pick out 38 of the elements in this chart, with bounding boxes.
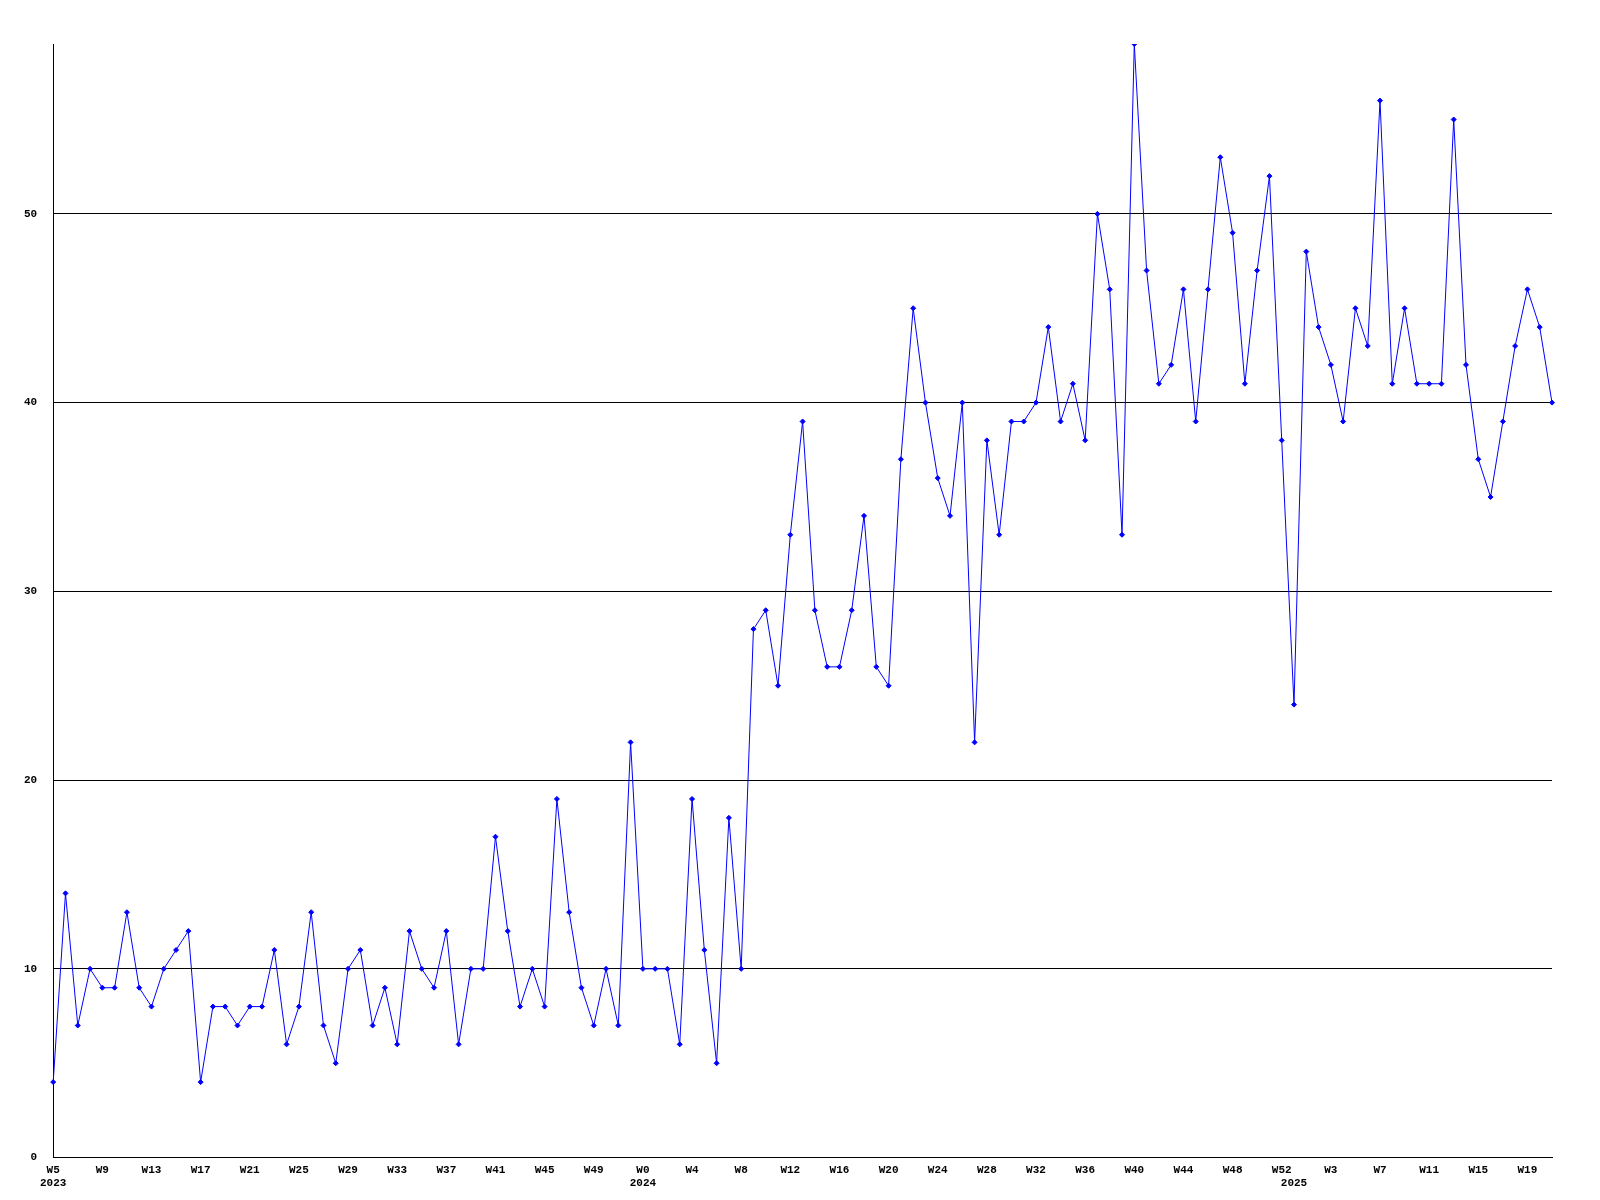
- x-tick-label: W44: [1173, 1163, 1194, 1176]
- x-tick-label: W37: [436, 1163, 457, 1176]
- x-tick-label: W15: [1468, 1163, 1489, 1176]
- x-tick-label: W3: [1324, 1163, 1338, 1176]
- x-tick-label: W19: [1517, 1163, 1538, 1176]
- y-tick-label: 30: [24, 585, 38, 598]
- x-tick-label: W5 2023: [40, 1163, 67, 1190]
- x-tick-label: W29: [338, 1163, 358, 1176]
- x-tick-label: W48: [1222, 1163, 1243, 1176]
- x-tick-label: W32: [1026, 1163, 1046, 1176]
- x-tick-label: 2025: [1280, 1177, 1308, 1190]
- y-tick-label: 40: [24, 396, 38, 409]
- x-tick-label: W12: [780, 1163, 801, 1176]
- x-tick-label: W21: [239, 1163, 261, 1176]
- x-tick-label: W49: [583, 1163, 604, 1176]
- x-tick-label: W8: [734, 1163, 749, 1176]
- x-tick-label: W45: [534, 1163, 555, 1176]
- x-tick-label: W11: [1419, 1163, 1440, 1176]
- y-tick-label: 10: [24, 962, 38, 975]
- x-tick-label: W36: [1075, 1163, 1096, 1176]
- x-tick-label: W33: [387, 1163, 408, 1176]
- x-tick-label: W4: [685, 1163, 700, 1176]
- x-tick-label: W0 2024: [629, 1163, 657, 1190]
- x-tick-label: W40: [1124, 1163, 1145, 1176]
- x-tick-label: W25: [289, 1163, 310, 1176]
- x-tick-label: W20: [878, 1163, 899, 1176]
- x-tick-label: W7: [1373, 1163, 1387, 1176]
- y-tick-label: 50: [24, 207, 38, 220]
- x-tick-label: W41: [485, 1163, 506, 1176]
- x-tick-label: W24: [927, 1163, 949, 1176]
- x-tick-label: W52: [1271, 1163, 1292, 1176]
- x-tick-label: W28: [976, 1163, 998, 1176]
- y-tick-label: 20: [24, 773, 38, 786]
- x-tick-label: W16: [829, 1163, 850, 1176]
- y-tick-label: 0: [30, 1151, 38, 1164]
- x-tick-label: W9: [95, 1163, 109, 1176]
- x-tick-label: W13: [141, 1163, 162, 1176]
- x-tick-label: W17: [190, 1163, 211, 1176]
